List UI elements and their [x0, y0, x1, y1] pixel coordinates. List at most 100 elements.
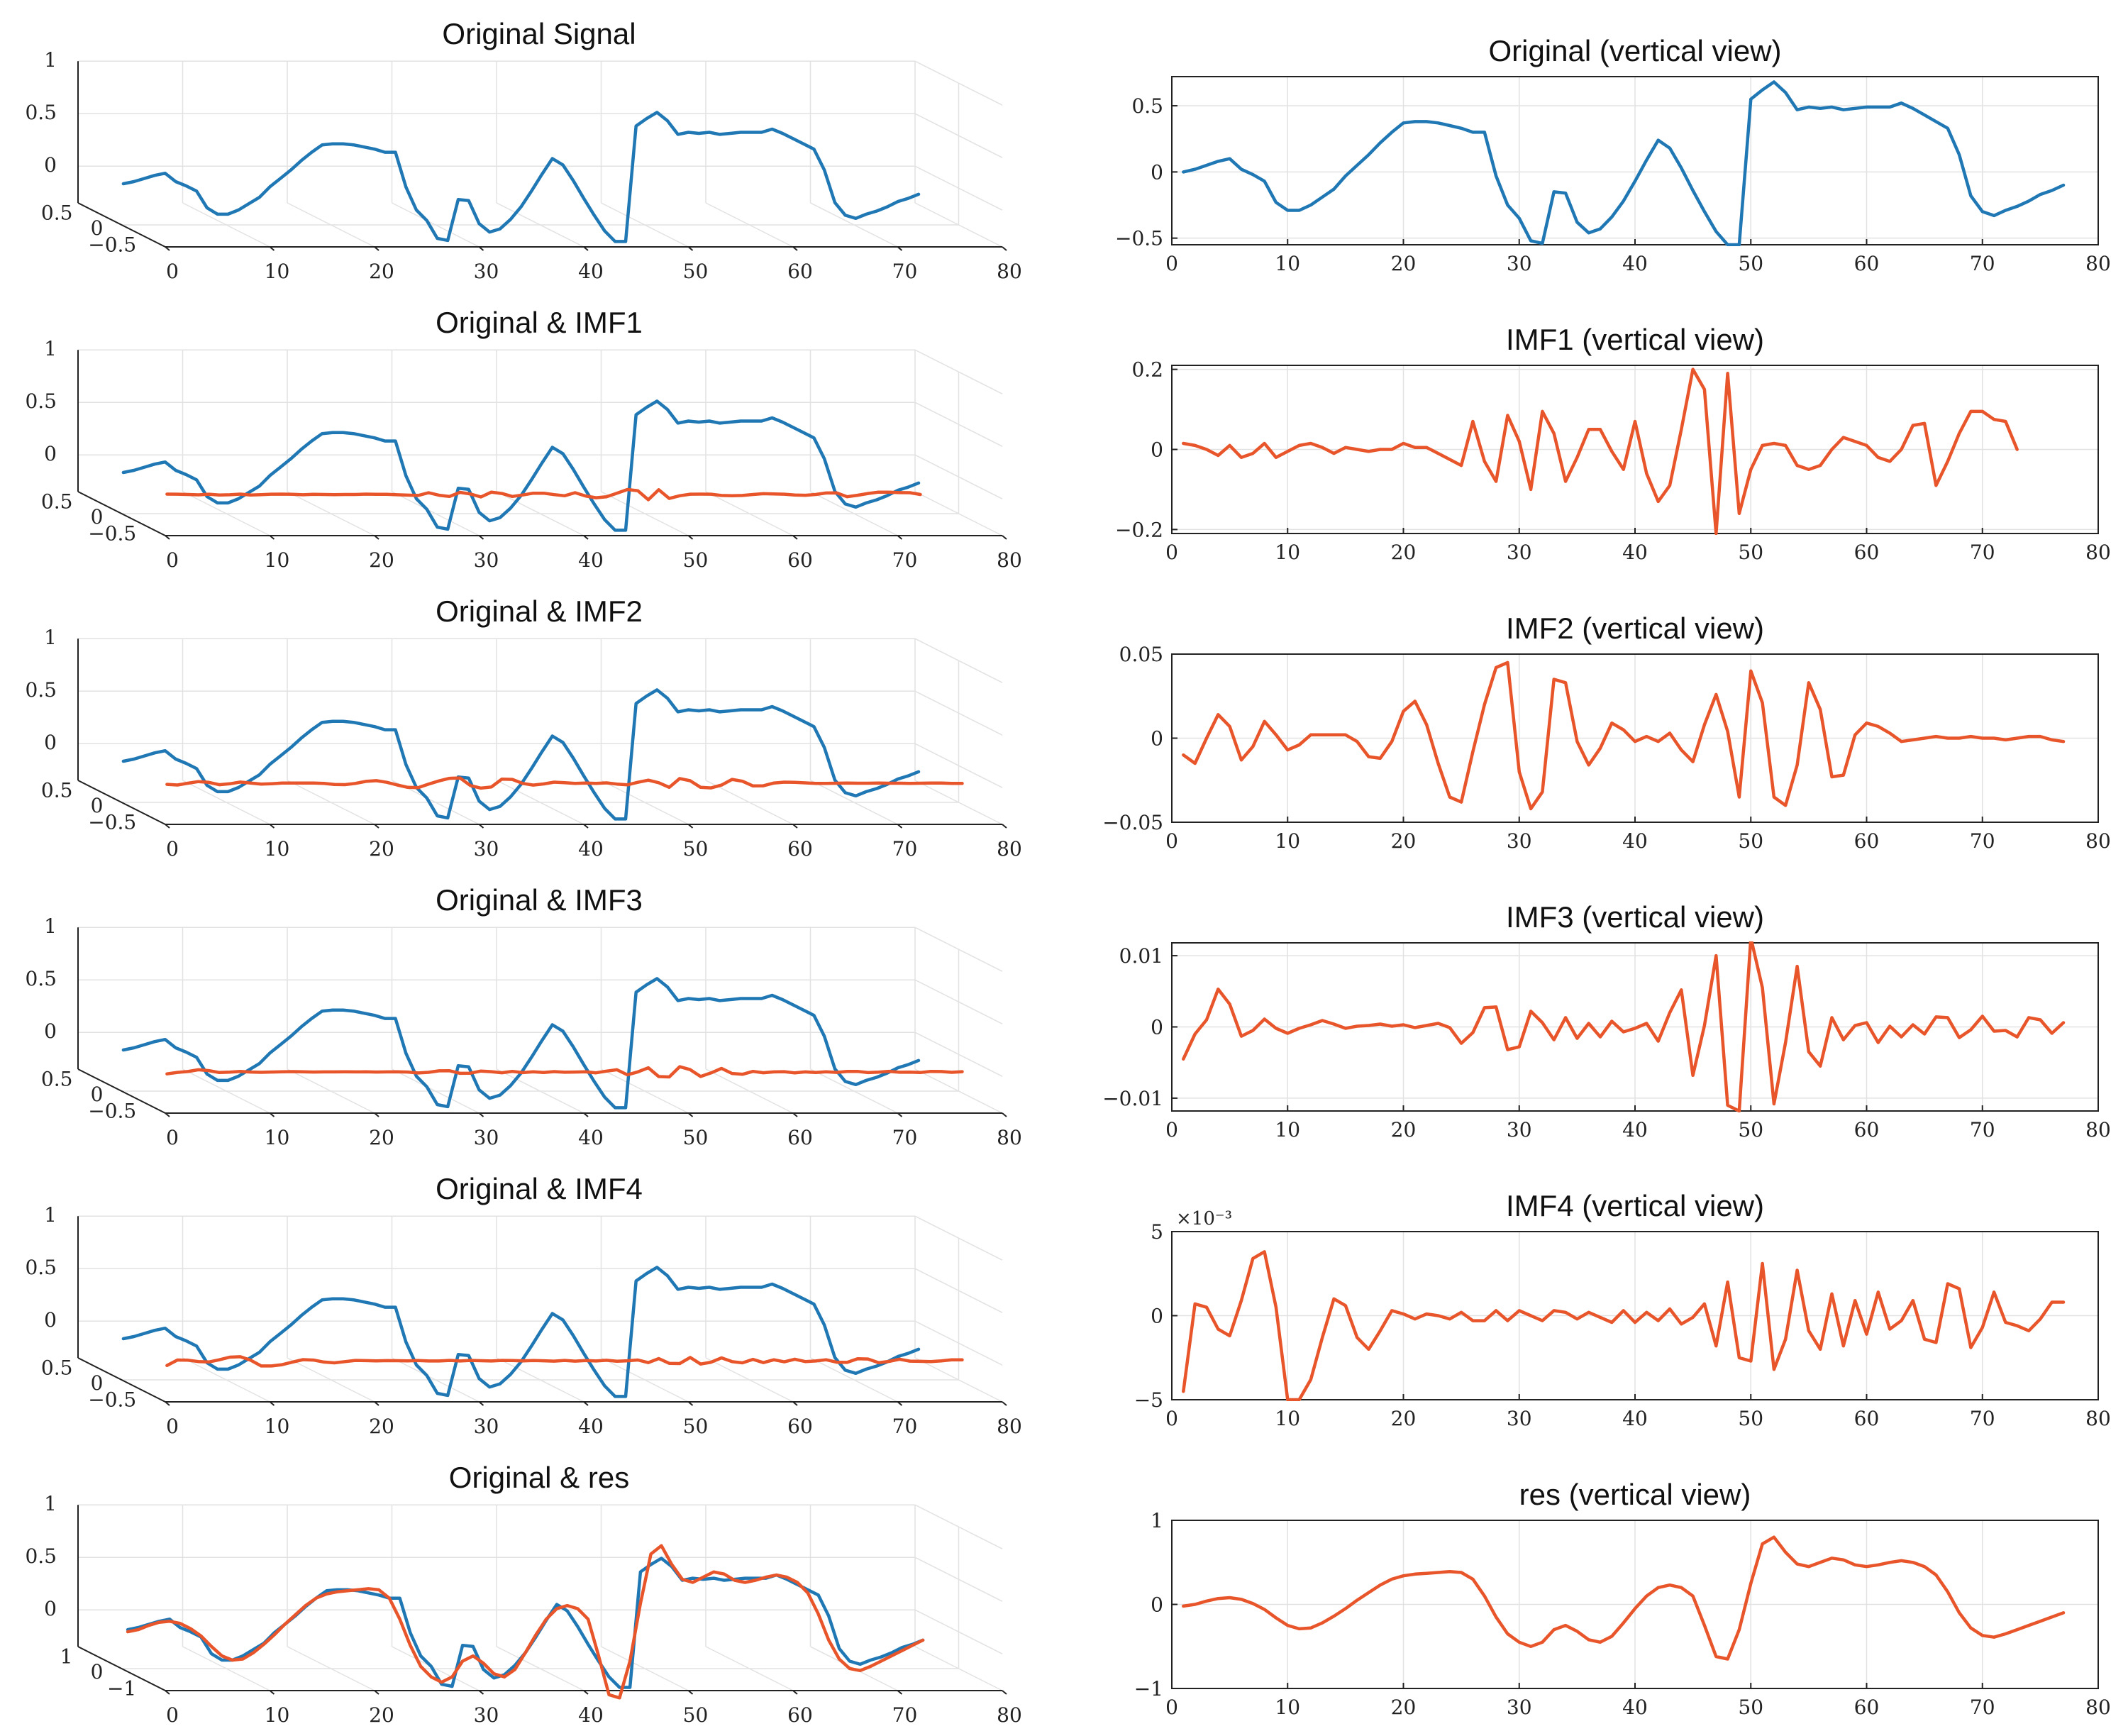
y-axis-line	[77, 202, 166, 248]
x-tick-mark	[687, 246, 694, 251]
x-tick-label: 50	[683, 548, 709, 572]
x-tick-label: 30	[1507, 1696, 1532, 1719]
x-tick-label: 30	[474, 837, 499, 861]
y-tick-label: 0	[91, 794, 104, 817]
x-tick-mark	[792, 1112, 798, 1117]
imf1-3d-line	[165, 487, 922, 502]
x-tick-label: 50	[1738, 1118, 1763, 1141]
x-tick-mark	[583, 1690, 589, 1695]
y-tick-label: 0	[91, 505, 104, 529]
z-tick-label: 1	[44, 1492, 57, 1515]
x-tick-mark	[374, 824, 379, 829]
x-tick-mark	[897, 246, 903, 251]
orig-3d-line	[121, 111, 921, 243]
x-tick-mark	[687, 1401, 694, 1406]
x-tick-label: 10	[1275, 541, 1300, 564]
x-tick-mark	[478, 535, 484, 540]
x-tick-mark	[792, 535, 798, 540]
x-tick-label: 20	[369, 260, 394, 283]
x-tick-mark	[583, 1112, 589, 1117]
y-tick-label: 0	[1151, 1016, 1163, 1039]
x-tick-label: 70	[892, 837, 918, 861]
panel-title: Original & res	[449, 1461, 629, 1494]
x-tick-label: 80	[2085, 252, 2111, 275]
y-tick-label: 0.5	[41, 201, 73, 224]
x-tick-label: 20	[1391, 1696, 1417, 1719]
x-tick-label: 70	[1970, 1696, 1995, 1719]
x-tick-label: 0	[1165, 829, 1178, 853]
y-axis-line	[77, 1068, 166, 1114]
y-tick-label: −0.5	[88, 811, 136, 834]
imf2-line	[1182, 660, 2066, 811]
z-tick-label: 0	[44, 731, 57, 754]
x-tick-mark	[1002, 1401, 1007, 1406]
x-tick-label: 80	[2085, 541, 2111, 564]
z-tick-label: 0.5	[25, 678, 57, 702]
x-tick-label: 40	[1622, 1696, 1648, 1719]
y-tick-label: 5	[1151, 1220, 1163, 1244]
x-tick-label: 70	[1970, 829, 1995, 853]
y-tick-label: −1	[1134, 1677, 1163, 1701]
imf4-line	[1182, 1250, 2066, 1401]
x-tick-label: 10	[265, 1703, 290, 1727]
x-tick-mark	[478, 824, 484, 829]
x-tick-label: 50	[1738, 541, 1763, 564]
x-tick-label: 40	[1622, 1118, 1648, 1141]
x-tick-label: 70	[892, 1126, 918, 1149]
orig-3d-line	[126, 1557, 925, 1689]
x-tick-label: 60	[1854, 541, 1880, 564]
panel-title: IMF4 (vertical view)	[1506, 1189, 1764, 1222]
y-tick-label: −0.5	[88, 1100, 136, 1123]
x-tick-mark	[478, 1401, 484, 1406]
x-tick-mark	[583, 535, 589, 540]
res-3d-line	[126, 1544, 925, 1700]
y-tick-label: 0	[1151, 1305, 1163, 1328]
x-tick-label: 20	[1391, 1118, 1417, 1141]
x-tick-mark	[165, 1112, 170, 1117]
z-tick-label: 1	[44, 914, 57, 938]
x-tick-label: 60	[1854, 252, 1880, 275]
x-tick-label: 20	[1391, 252, 1417, 275]
x-tick-label: 10	[265, 1415, 290, 1438]
y-tick-label: −0.5	[88, 233, 136, 257]
x-tick-mark	[269, 1401, 275, 1406]
x-tick-mark	[1002, 535, 1007, 540]
x-tick-mark	[897, 535, 903, 540]
x-tick-label: 40	[578, 1415, 604, 1438]
y-tick-label: 0	[91, 1371, 104, 1395]
x-tick-mark	[792, 246, 798, 251]
x-tick-label: 40	[578, 837, 604, 861]
x-tick-mark	[165, 1690, 170, 1695]
x-tick-label: 50	[683, 1126, 709, 1149]
x-tick-label: 10	[1275, 252, 1300, 275]
imf4-3d-line	[165, 1355, 964, 1368]
y-tick-label: −5	[1134, 1388, 1163, 1412]
x-tick-mark	[687, 1112, 694, 1117]
x-tick-label: 20	[369, 548, 394, 572]
x-tick-label: 80	[997, 1703, 1022, 1727]
x-tick-label: 30	[1507, 1118, 1532, 1141]
y-axis-line	[77, 491, 166, 536]
x-tick-mark	[1002, 246, 1007, 251]
y-tick-label: −0.5	[88, 1388, 136, 1412]
x-tick-mark	[269, 246, 275, 251]
x-tick-label: 50	[1738, 1407, 1763, 1430]
x-tick-mark	[165, 824, 170, 829]
y-tick-label: 0	[1151, 1593, 1163, 1617]
y-tick-label: 0.5	[41, 778, 73, 802]
x-tick-label: 20	[369, 837, 394, 861]
y-tick-label: −0.2	[1115, 518, 1163, 541]
panel-title: Original (vertical view)	[1488, 34, 1781, 67]
z-tick-label: 0	[44, 153, 57, 177]
y-axis-line	[77, 1357, 166, 1403]
x-tick-label: 80	[997, 1415, 1022, 1438]
x-tick-label: 10	[1275, 829, 1300, 853]
x-tick-label: 40	[578, 1703, 604, 1727]
x-tick-label: 40	[1622, 829, 1648, 853]
x-tick-mark	[897, 1690, 903, 1695]
x-tick-label: 30	[474, 1415, 499, 1438]
